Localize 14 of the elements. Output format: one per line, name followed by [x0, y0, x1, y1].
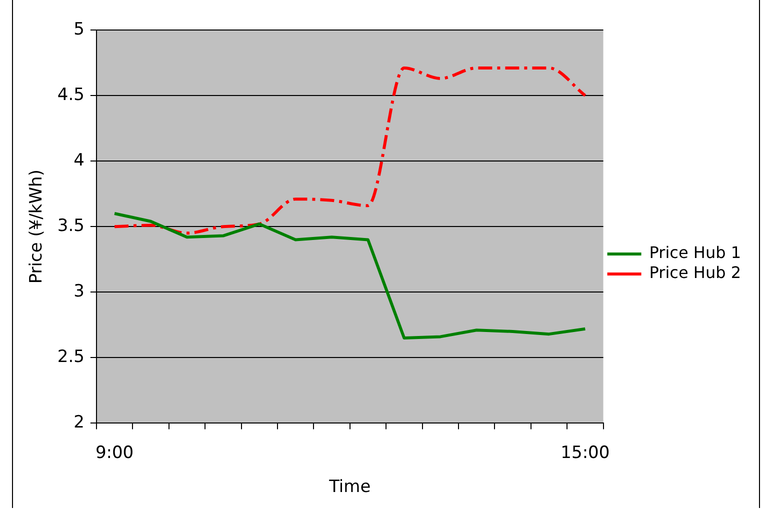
- y-tick-label: 4: [74, 150, 84, 170]
- legend-label: Price Hub 2: [649, 263, 742, 282]
- y-tick-label: 2: [74, 412, 84, 433]
- y-tick-label: 3.5: [57, 216, 84, 236]
- y-tick-label: 3: [74, 282, 84, 302]
- line-series: [113, 66, 587, 235]
- y-tick-label: 5: [74, 19, 84, 40]
- x-tick-label: 9:00: [95, 442, 134, 463]
- y-axis-title: Price (¥/kWh): [26, 170, 47, 284]
- x-tick-label: 15:00: [560, 442, 610, 463]
- x-axis-title: Time: [328, 477, 371, 498]
- y-tick-label: 4.5: [57, 84, 84, 105]
- y-tick-label: 2.5: [57, 347, 84, 368]
- legend-label: Price Hub 1: [649, 243, 742, 262]
